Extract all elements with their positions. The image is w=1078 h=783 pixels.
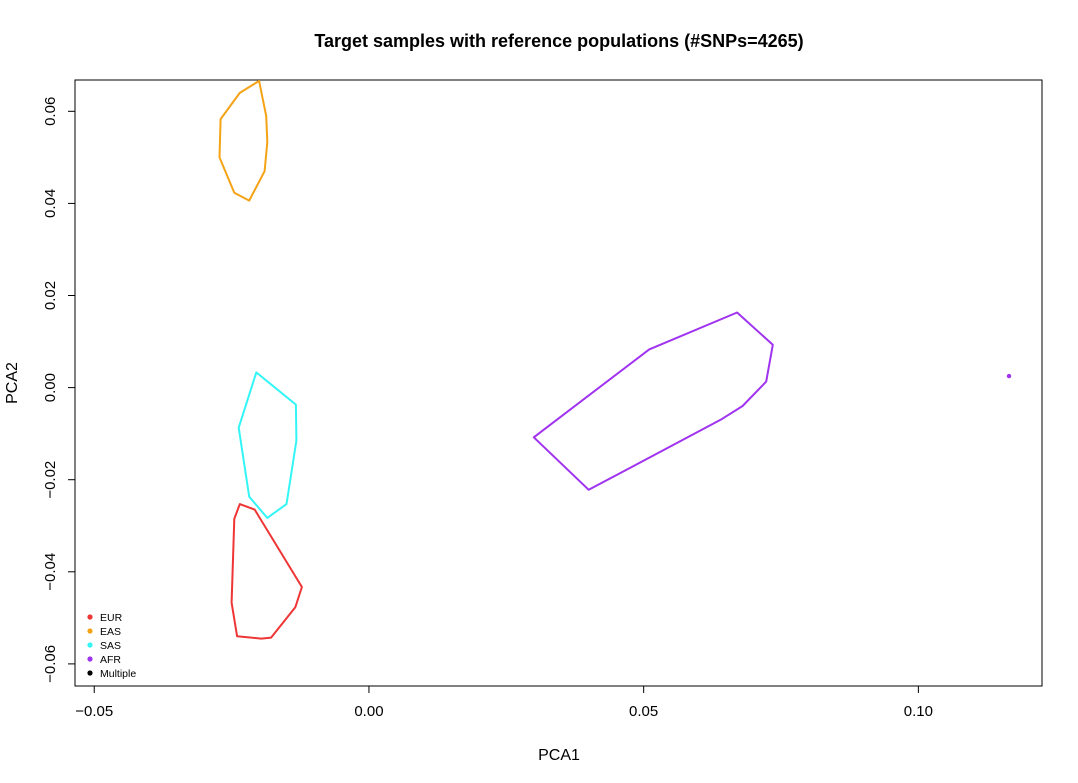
sample-points (1006, 373, 1012, 379)
y-tick-label: 0.00 (42, 373, 59, 402)
population-hulls (218, 79, 774, 640)
x-tick-label: 0.10 (904, 703, 933, 720)
legend-label-eas: EAS (100, 626, 121, 638)
x-axis-label: PCA1 (538, 747, 580, 764)
plot-area-frame (74, 79, 1043, 687)
legend-marker-multiple (87, 670, 93, 676)
legend-label-afr: AFR (100, 654, 121, 666)
y-axis-label: PCA2 (4, 362, 21, 404)
hull-eur (230, 503, 303, 640)
y-tick-label: 0.06 (42, 97, 59, 126)
legend-marker-afr (87, 656, 93, 662)
y-tick-label: −0.06 (42, 645, 59, 683)
legend-marker-eur (87, 614, 93, 620)
sample-point (1006, 373, 1012, 379)
y-tick-label: −0.02 (42, 461, 59, 499)
chart-title: Target samples with reference population… (314, 31, 803, 51)
x-tick-label: 0.00 (354, 703, 383, 720)
x-tick-label: −0.05 (75, 703, 113, 720)
x-axis: −0.05 0.00 0.05 0.10 (75, 685, 933, 720)
legend-label-sas: SAS (100, 640, 121, 652)
legend-label-multiple: Multiple (100, 668, 136, 680)
legend-marker-sas (87, 642, 93, 648)
hull-afr (532, 311, 774, 491)
hull-eas (218, 79, 269, 202)
hull-sas (237, 371, 298, 519)
y-tick-label: 0.02 (42, 281, 59, 310)
legend: EUR EAS SAS AFR Multiple (87, 612, 136, 680)
y-axis: −0.06 −0.04 −0.02 0.00 0.02 0.04 0.06 (42, 97, 76, 683)
y-tick-label: −0.04 (42, 553, 59, 591)
legend-label-eur: EUR (100, 612, 123, 624)
x-tick-label: 0.05 (629, 703, 658, 720)
y-tick-label: 0.04 (42, 189, 59, 218)
legend-marker-eas (87, 628, 93, 634)
